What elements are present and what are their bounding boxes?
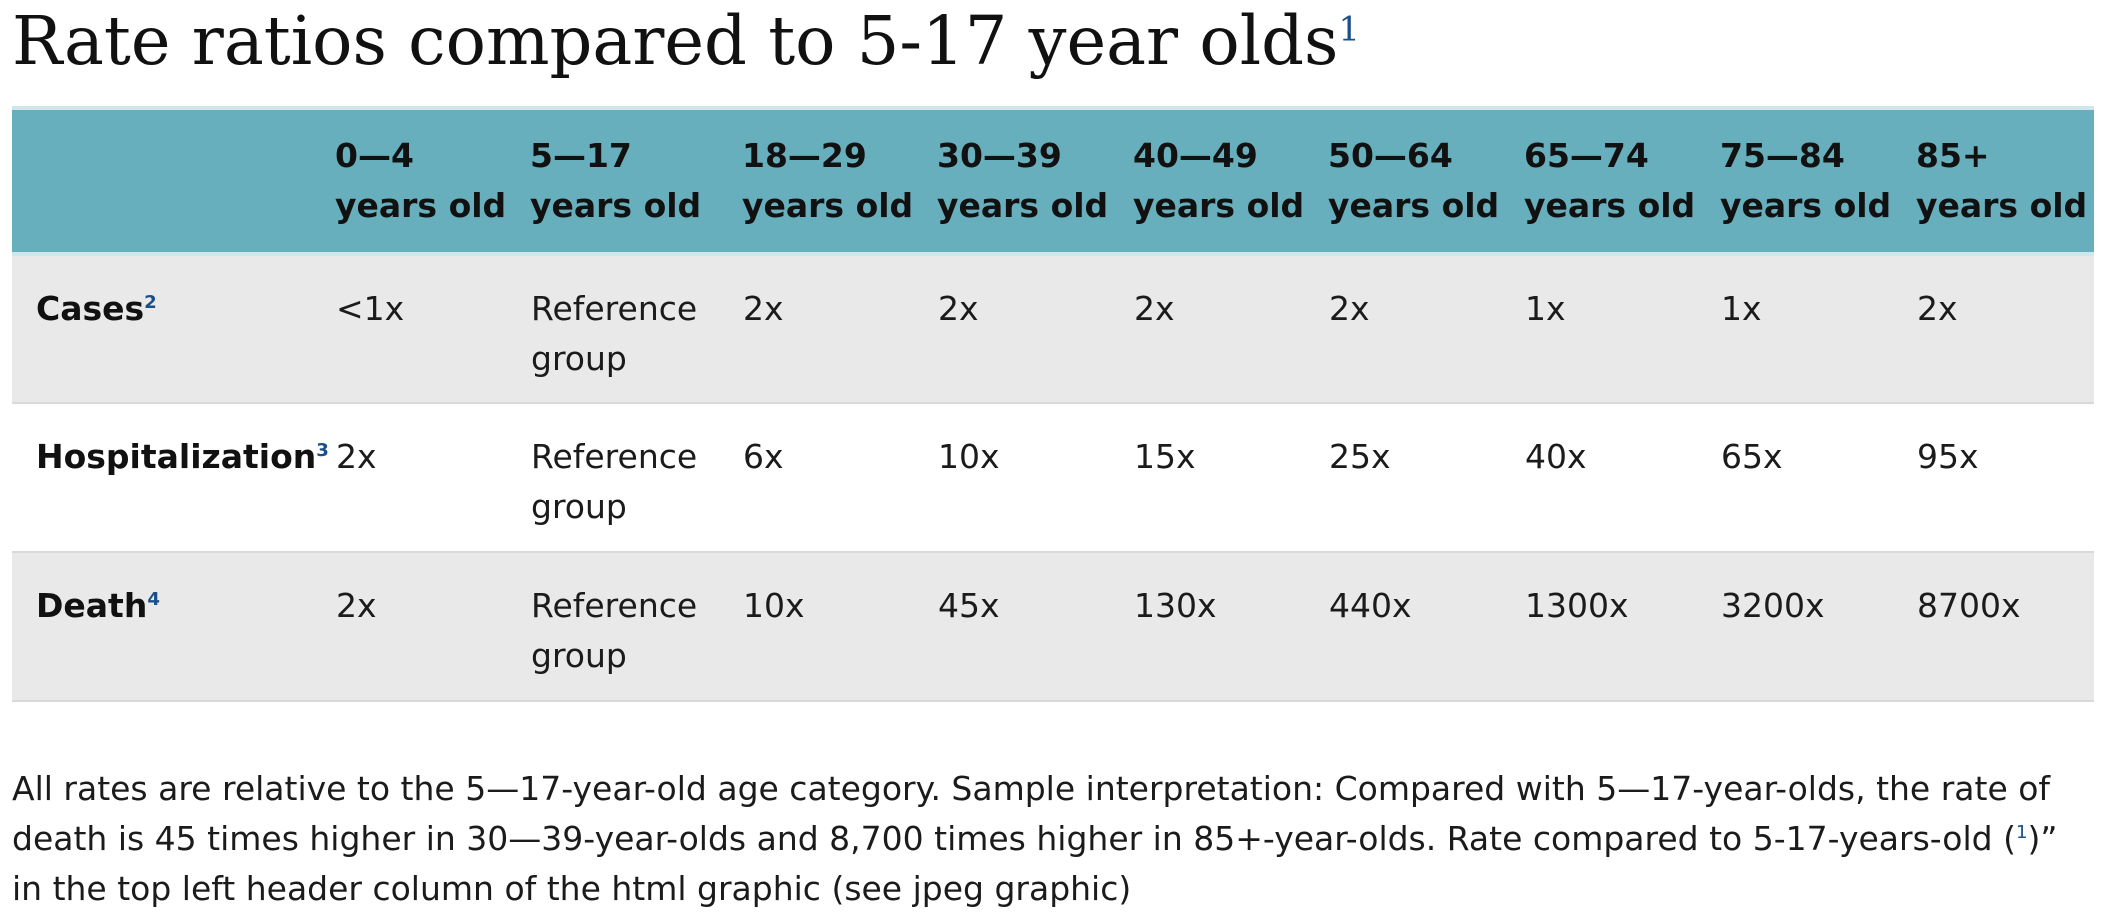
header-unit: years old xyxy=(742,186,914,225)
header-cell-65-74: 65—74 years old xyxy=(1524,108,1720,254)
rate-ratios-table: 0—4 years old 5—17 years old 18—29 years ol… xyxy=(12,106,2094,702)
table-cell: <1x xyxy=(336,289,405,328)
table-row-death: Death4 2x Reference group 10x 45x 130x 4… xyxy=(12,552,2094,701)
table-cell: 45x xyxy=(938,586,1000,625)
header-cell-75-84: 75—84 years old xyxy=(1720,108,1916,254)
header-range: 50—64 xyxy=(1328,136,1453,175)
note-footnote-link[interactable]: 1 xyxy=(2015,822,2028,843)
page: Rate ratios compared to 5-17 year olds1 … xyxy=(12,0,2094,914)
table-cell: 8700x xyxy=(1917,586,2021,625)
table-cell: 130x xyxy=(1134,586,1217,625)
note-line-3: in the top left header column of the htm… xyxy=(12,869,1132,908)
header-cell-5-17: 5—17 years old xyxy=(530,108,742,254)
table-cell: 2x xyxy=(1917,289,1958,328)
note-line-1: All rates are relative to the 5—17-year-… xyxy=(12,769,2051,808)
row-label-death: Death4 xyxy=(12,552,335,701)
row-label-text: Cases xyxy=(36,289,145,328)
table-cell: 2x xyxy=(336,586,377,625)
note-line-2-end: )” xyxy=(2027,819,2058,858)
table-cell: 1x xyxy=(1721,289,1762,328)
table-cell: 10x xyxy=(743,586,805,625)
header-range: 18—29 xyxy=(742,136,867,175)
table-cell: 1x xyxy=(1525,289,1566,328)
header-cell-0-4: 0—4 years old xyxy=(335,108,530,254)
header-range: 5—17 xyxy=(530,136,632,175)
header-cell-50-64: 50—64 years old xyxy=(1328,108,1524,254)
header-range: 65—74 xyxy=(1524,136,1649,175)
header-range: 30—39 xyxy=(937,136,1062,175)
row-label-text: Hospitalization xyxy=(36,437,317,476)
table-cell: Reference group xyxy=(530,403,742,552)
header-cell-empty xyxy=(12,108,335,254)
table-header: 0—4 years old 5—17 years old 18—29 years ol… xyxy=(12,108,2094,254)
table-row-hospitalization: Hospitalization3 2x Reference group 6x 1… xyxy=(12,403,2094,552)
reference-group-text: Reference group xyxy=(531,289,698,378)
table-cell: 40x xyxy=(1525,437,1587,476)
table-cell: 6x xyxy=(743,437,784,476)
death-footnote-link[interactable]: 4 xyxy=(147,589,160,610)
title-footnote-link[interactable]: 1 xyxy=(1338,9,1360,49)
table-cell: 15x xyxy=(1134,437,1196,476)
table-header-row: 0—4 years old 5—17 years old 18—29 years ol… xyxy=(12,108,2094,254)
row-label-text: Death xyxy=(36,586,148,625)
interpretation-note: All rates are relative to the 5—17-year-… xyxy=(12,764,2094,914)
table-cell: Reference group xyxy=(530,254,742,403)
table-row-cases: Cases2 <1x Reference group 2x 2x 2x 2x 1… xyxy=(12,254,2094,403)
table-cell: 25x xyxy=(1329,437,1391,476)
note-line-2-text: death is 45 times higher in 30—39-year-o… xyxy=(12,819,2016,858)
table-cell: 2x xyxy=(1329,289,1370,328)
header-unit: years old xyxy=(937,186,1109,225)
table-cell: 2x xyxy=(938,289,979,328)
table-cell: 10x xyxy=(938,437,1000,476)
header-unit: years old xyxy=(1916,186,2088,225)
note-line-2: death is 45 times higher in 30—39-year-o… xyxy=(12,814,2094,864)
header-unit: years old xyxy=(1524,186,1696,225)
table-cell: Reference group xyxy=(530,552,742,701)
header-cell-85-plus: 85+ years old xyxy=(1916,108,2094,254)
header-unit: years old xyxy=(530,186,702,225)
table-cell: 95x xyxy=(1917,437,1979,476)
header-unit: years old xyxy=(335,186,507,225)
header-range: 75—84 xyxy=(1720,136,1845,175)
header-cell-30-39: 30—39 years old xyxy=(937,108,1133,254)
hospitalization-footnote-link[interactable]: 3 xyxy=(316,440,329,461)
header-range: 0—4 xyxy=(335,136,414,175)
reference-group-text: Reference group xyxy=(531,586,698,675)
table-body: Cases2 <1x Reference group 2x 2x 2x 2x 1… xyxy=(12,254,2094,701)
header-range: 40—49 xyxy=(1133,136,1258,175)
table-cell: 3200x xyxy=(1721,586,1825,625)
page-title-text: Rate ratios compared to 5-17 year olds xyxy=(12,2,1339,80)
table-cell: 2x xyxy=(336,437,377,476)
table-cell: 440x xyxy=(1329,586,1412,625)
row-label-cases: Cases2 xyxy=(12,254,335,403)
table-cell: 2x xyxy=(743,289,784,328)
table-cell: 1300x xyxy=(1525,586,1629,625)
header-cell-40-49: 40—49 years old xyxy=(1133,108,1328,254)
page-title: Rate ratios compared to 5-17 year olds1 xyxy=(12,0,2094,102)
reference-group-text: Reference group xyxy=(531,437,698,526)
header-unit: years old xyxy=(1328,186,1500,225)
cases-footnote-link[interactable]: 2 xyxy=(144,292,157,313)
header-unit: years old xyxy=(1133,186,1305,225)
table-cell: 2x xyxy=(1134,289,1175,328)
header-unit: years old xyxy=(1720,186,1892,225)
row-label-hospitalization: Hospitalization3 xyxy=(12,403,335,552)
table-cell: 65x xyxy=(1721,437,1783,476)
header-cell-18-29: 18—29 years old xyxy=(742,108,937,254)
header-range: 85+ xyxy=(1916,136,1990,175)
